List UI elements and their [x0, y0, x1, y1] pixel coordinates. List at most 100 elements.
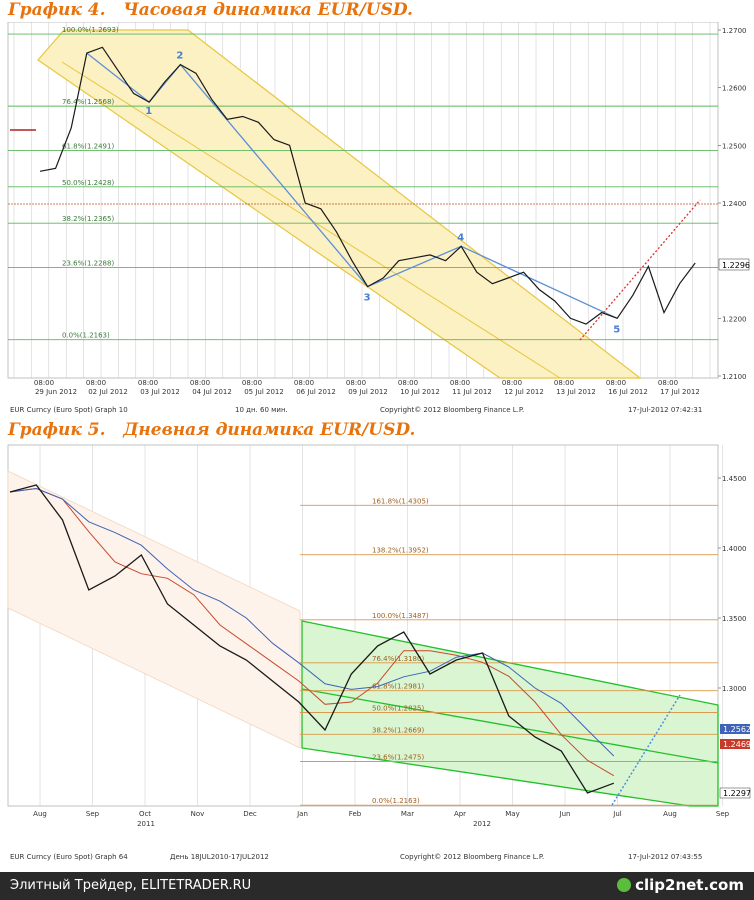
chart1-forecast-line — [579, 199, 701, 341]
chart2-x-axis: Aug Sep Oct Nov Dec Jan Feb Mar Apr May Jun Jul Aug S… — [33, 810, 729, 828]
chart1-fib-label: 23.6%(1.2288) — [62, 260, 114, 268]
chart2-fib-label: 50.0%(1.2825) — [372, 705, 424, 713]
chart1-y-tick-label: 1.2500 — [722, 142, 747, 150]
chart1-x-tick-time: 08:00 — [346, 379, 366, 387]
chart1-x-tick-date: 11 Jul 2012 — [452, 388, 492, 396]
chart2-fib-label: 38.2%(1.2669) — [372, 726, 424, 734]
chart1-footer-copyright: Copyright© 2012 Bloomberg Finance L.P. — [380, 406, 524, 414]
chart1-title: График 4. Часовая динамика EUR/USD. — [8, 0, 413, 20]
chart1-fib-levels: 100.0%(1.2693) 76.4%(1.2568) 61.8%(1.2491)… — [8, 26, 718, 341]
chart1-wave-label: 1 — [145, 106, 152, 117]
chart1-last-price: 1.2296 — [722, 261, 750, 270]
chart2-title: График 5. Дневная динамика EUR/USD. — [8, 420, 416, 440]
chart1-x-tick-date: 03 Jul 2012 — [140, 388, 180, 396]
chart1-fib-label: 100.0%(1.2693) — [62, 26, 119, 34]
chart2-fib-label: 100.0%(1.3487) — [372, 612, 429, 620]
chart1-fib-label: 61.8%(1.2491) — [62, 143, 114, 151]
chart1-fib-label: 38.2%(1.2365) — [62, 215, 114, 223]
chart2-y-tick-label: 1.3000 — [722, 685, 747, 693]
chart1-x-tick-date: 05 Jul 2012 — [244, 388, 284, 396]
chart1-x-tick-date: 06 Jul 2012 — [296, 388, 336, 396]
chart2-moving-average-red — [9, 487, 615, 777]
chart1-wave-labels: 1 2 3 4 5 — [145, 51, 620, 336]
chart2-footer-date: 17-Jul-2012 07:43:55 — [628, 853, 702, 861]
logo-icon — [617, 878, 632, 892]
chart1-wave-line — [86, 52, 618, 319]
footer-logo-text: clip2net.com — [635, 876, 744, 894]
chart2-fib-levels: 161.8%(1.4305) 138.2%(1.3952) 100.0%(1.348… — [300, 497, 718, 806]
chart1-x-tick-date: 09 Jul 2012 — [348, 388, 388, 396]
chart1-x-tick-time: 08:00 — [450, 379, 470, 387]
chart2-moving-average-blue — [9, 487, 615, 757]
chart1-fib-label: 76.4%(1.2568) — [62, 98, 114, 106]
chart1-x-tick-time: 08:00 — [242, 379, 262, 387]
chart2-x-year: 2012 — [473, 820, 491, 828]
chart1-y-tick-label: 1.2400 — [722, 200, 747, 208]
chart2-x-tick: Jan — [296, 810, 308, 818]
chart2-x-tick: Sep — [86, 810, 100, 818]
chart1-y-tick-label: 1.2100 — [722, 373, 747, 381]
chart1-y-tick-label: 1.2700 — [722, 27, 747, 35]
chart1-x-tick-date: 29 Jun 2012 — [35, 388, 77, 396]
chart1-wave-label: 3 — [364, 293, 371, 304]
chart2-x-tick: Aug — [33, 810, 47, 818]
chart2-x-tick: Feb — [349, 810, 362, 818]
chart1-x-tick-time: 08:00 — [190, 379, 210, 387]
chart1-x-tick-time: 08:00 — [554, 379, 574, 387]
chart2-red-price-box — [720, 739, 750, 749]
chart2-fib-label: 76.4%(1.3180) — [372, 655, 424, 663]
chart1-price-line — [39, 46, 696, 325]
chart1-x-tick-date: 12 Jul 2012 — [504, 388, 544, 396]
chart2-footer-left: EUR Curncy (Euro Spot) Graph 64 — [10, 853, 128, 861]
chart1-wave-label: 2 — [176, 51, 183, 62]
chart1-fib-label: 0.0%(1.2163) — [62, 332, 110, 340]
chart2-y-tick-label: 1.3500 — [722, 615, 747, 623]
chart2-x-tick: Jul — [612, 810, 622, 818]
chart2-x-tick: Apr — [454, 810, 466, 818]
chart2-blue-price-box — [720, 724, 750, 734]
chart1-footer-mid: 10 дн. 60 мин. — [235, 406, 288, 414]
chart2-x-tick: Dec — [243, 810, 257, 818]
chart2-fib-label: 138.2%(1.3952) — [372, 547, 429, 555]
chart2-x-tick: Jun — [559, 810, 571, 818]
chart1-x-tick-time: 08:00 — [606, 379, 626, 387]
chart2-blue-price: 1.2562 — [723, 725, 751, 734]
footer-logo: clip2net.com — [617, 876, 744, 894]
chart1-x-tick-date: 17 Jul 2012 — [660, 388, 700, 396]
footer-text: Элитный Трейдер, ELITETRADER.RU — [10, 878, 252, 893]
chart1-last-price-box — [718, 258, 750, 271]
chart1-x-tick-date: 04 Jul 2012 — [192, 388, 232, 396]
chart1-x-tick-date: 10 Jul 2012 — [400, 388, 440, 396]
daily-eurusd-chart: 161.8%(1.4305) 138.2%(1.3952) 100.0%(1.348… — [7, 444, 751, 861]
chart1-fib-label: 50.0%(1.2428) — [62, 179, 114, 187]
chart1-x-tick-date: 13 Jul 2012 — [556, 388, 596, 396]
chart2-price-line — [9, 484, 615, 794]
chart1-x-tick-time: 08:00 — [398, 379, 418, 387]
chart1-y-axis: 1.2700 1.2600 1.2500 1.2400 1.2200 1.2100 — [718, 27, 747, 381]
chart2-fib-label: 61.8%(1.2981) — [372, 683, 424, 691]
chart1-wave-label: 4 — [457, 232, 464, 243]
chart2-x-tick: May — [505, 810, 519, 818]
chart1-x-tick-time: 08:00 — [34, 379, 54, 387]
chart2-forecast-line — [611, 694, 681, 806]
chart2-x-year: 2011 — [137, 820, 155, 828]
chart1-x-tick-time: 08:00 — [138, 379, 158, 387]
chart1-x-tick-time: 08:00 — [294, 379, 314, 387]
chart1-x-tick-time: 08:00 — [658, 379, 678, 387]
chart2-last-price-box — [719, 787, 751, 799]
chart2-y-tick-label: 1.4500 — [722, 475, 747, 483]
chart2-x-tick: Oct — [139, 810, 151, 818]
chart1-footer-left: EUR Curncy (Euro Spot) Graph 10 — [10, 406, 128, 414]
chart1-y-tick-label: 1.2200 — [722, 315, 747, 323]
chart2-x-tick: Sep — [716, 810, 730, 818]
chart2-fib-label: 23.6%(1.2475) — [372, 754, 424, 762]
chart2-red-price: 1.2469 — [723, 740, 751, 749]
chart2-y-axis: 1.4500 1.4000 1.3500 1.3000 — [718, 475, 747, 693]
chart1-x-tick-time: 08:00 — [502, 379, 522, 387]
page-footer: Элитный Трейдер, ELITETRADER.RU clip2net… — [0, 872, 754, 900]
chart2-footer-copyright: Copyright© 2012 Bloomberg Finance L.P. — [400, 853, 544, 861]
chart2-y-tick-label: 1.4000 — [722, 545, 747, 553]
chart1-wave-label: 5 — [613, 324, 620, 335]
chart2-x-tick: Aug — [663, 810, 677, 818]
